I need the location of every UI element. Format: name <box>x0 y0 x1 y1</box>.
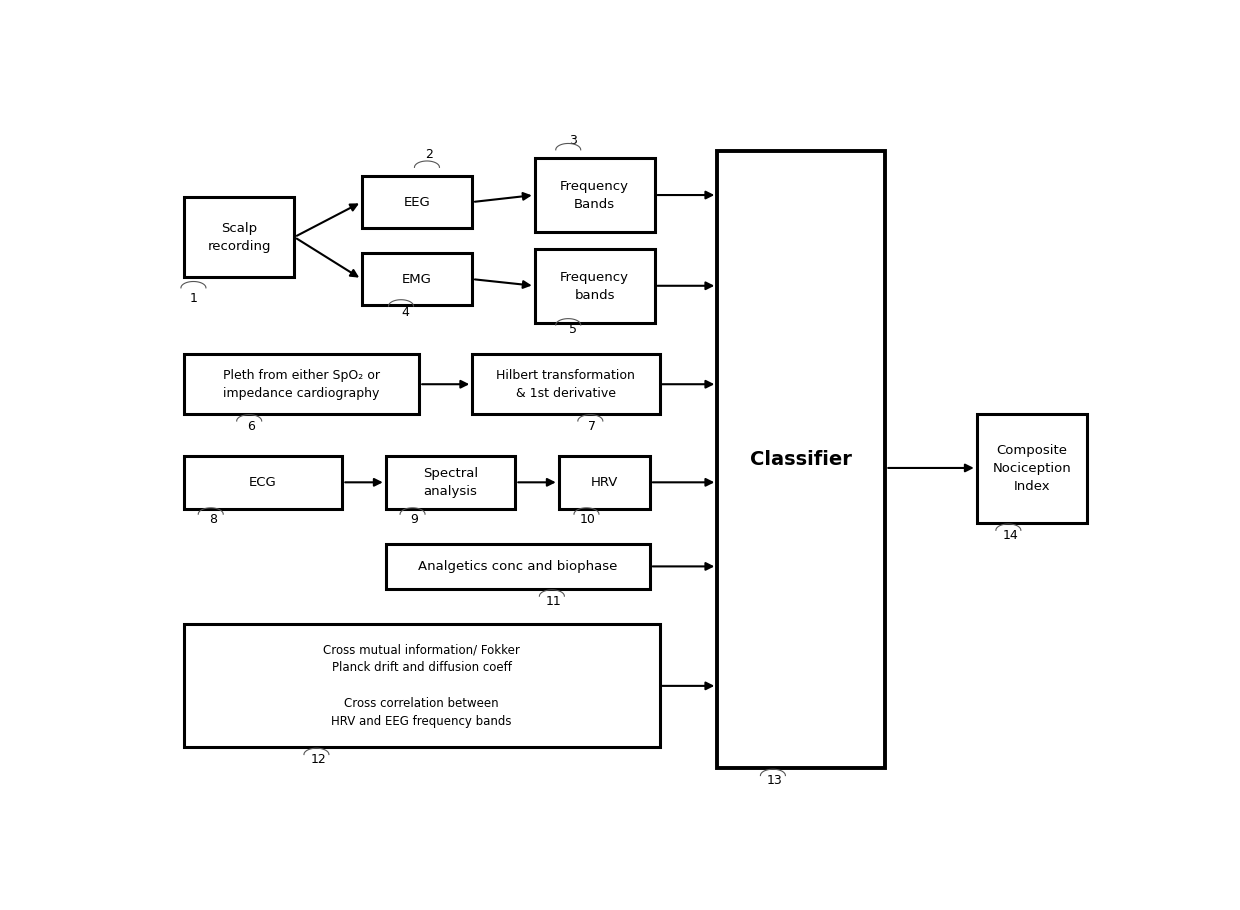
FancyBboxPatch shape <box>184 197 294 278</box>
Text: 11: 11 <box>546 594 562 608</box>
FancyBboxPatch shape <box>184 355 419 414</box>
Text: 7: 7 <box>588 420 596 433</box>
Text: 5: 5 <box>569 323 577 337</box>
Text: Frequency
Bands: Frequency Bands <box>560 179 629 210</box>
FancyBboxPatch shape <box>362 176 472 228</box>
Text: 4: 4 <box>401 306 409 318</box>
Text: 12: 12 <box>310 753 326 766</box>
Text: Classifier: Classifier <box>750 450 852 469</box>
FancyBboxPatch shape <box>386 543 650 589</box>
Text: 2: 2 <box>425 148 433 161</box>
Text: 14: 14 <box>1002 529 1018 541</box>
Text: Cross mutual information/ Fokker
Planck drift and diffusion coeff

Cross correla: Cross mutual information/ Fokker Planck … <box>324 643 520 728</box>
FancyBboxPatch shape <box>534 158 655 232</box>
FancyBboxPatch shape <box>184 624 660 747</box>
Text: 10: 10 <box>579 512 595 526</box>
Text: Hilbert transformation
& 1st derivative: Hilbert transformation & 1st derivative <box>496 369 635 399</box>
Text: HRV: HRV <box>590 476 618 489</box>
FancyBboxPatch shape <box>184 456 342 509</box>
FancyBboxPatch shape <box>362 253 472 306</box>
Text: ECG: ECG <box>249 476 277 489</box>
Text: EEG: EEG <box>403 196 430 208</box>
Text: 6: 6 <box>247 420 255 433</box>
FancyBboxPatch shape <box>558 456 650 509</box>
Text: 8: 8 <box>208 512 217 526</box>
Text: 1: 1 <box>190 292 197 305</box>
Text: Analgetics conc and biophase: Analgetics conc and biophase <box>418 560 618 573</box>
Text: 3: 3 <box>569 135 577 147</box>
Text: EMG: EMG <box>402 273 432 286</box>
Text: Scalp
recording: Scalp recording <box>207 221 270 253</box>
FancyBboxPatch shape <box>717 151 885 768</box>
FancyBboxPatch shape <box>386 456 516 509</box>
Text: Composite
Nociception
Index: Composite Nociception Index <box>992 444 1071 493</box>
FancyBboxPatch shape <box>534 249 655 323</box>
Text: 13: 13 <box>768 774 782 787</box>
Text: Spectral
analysis: Spectral analysis <box>423 467 479 498</box>
Text: 9: 9 <box>410 512 418 526</box>
FancyBboxPatch shape <box>472 355 660 414</box>
Text: Pleth from either SpO₂ or
impedance cardiography: Pleth from either SpO₂ or impedance card… <box>223 369 379 399</box>
FancyBboxPatch shape <box>977 414 1087 522</box>
Text: Frequency
bands: Frequency bands <box>560 270 629 301</box>
